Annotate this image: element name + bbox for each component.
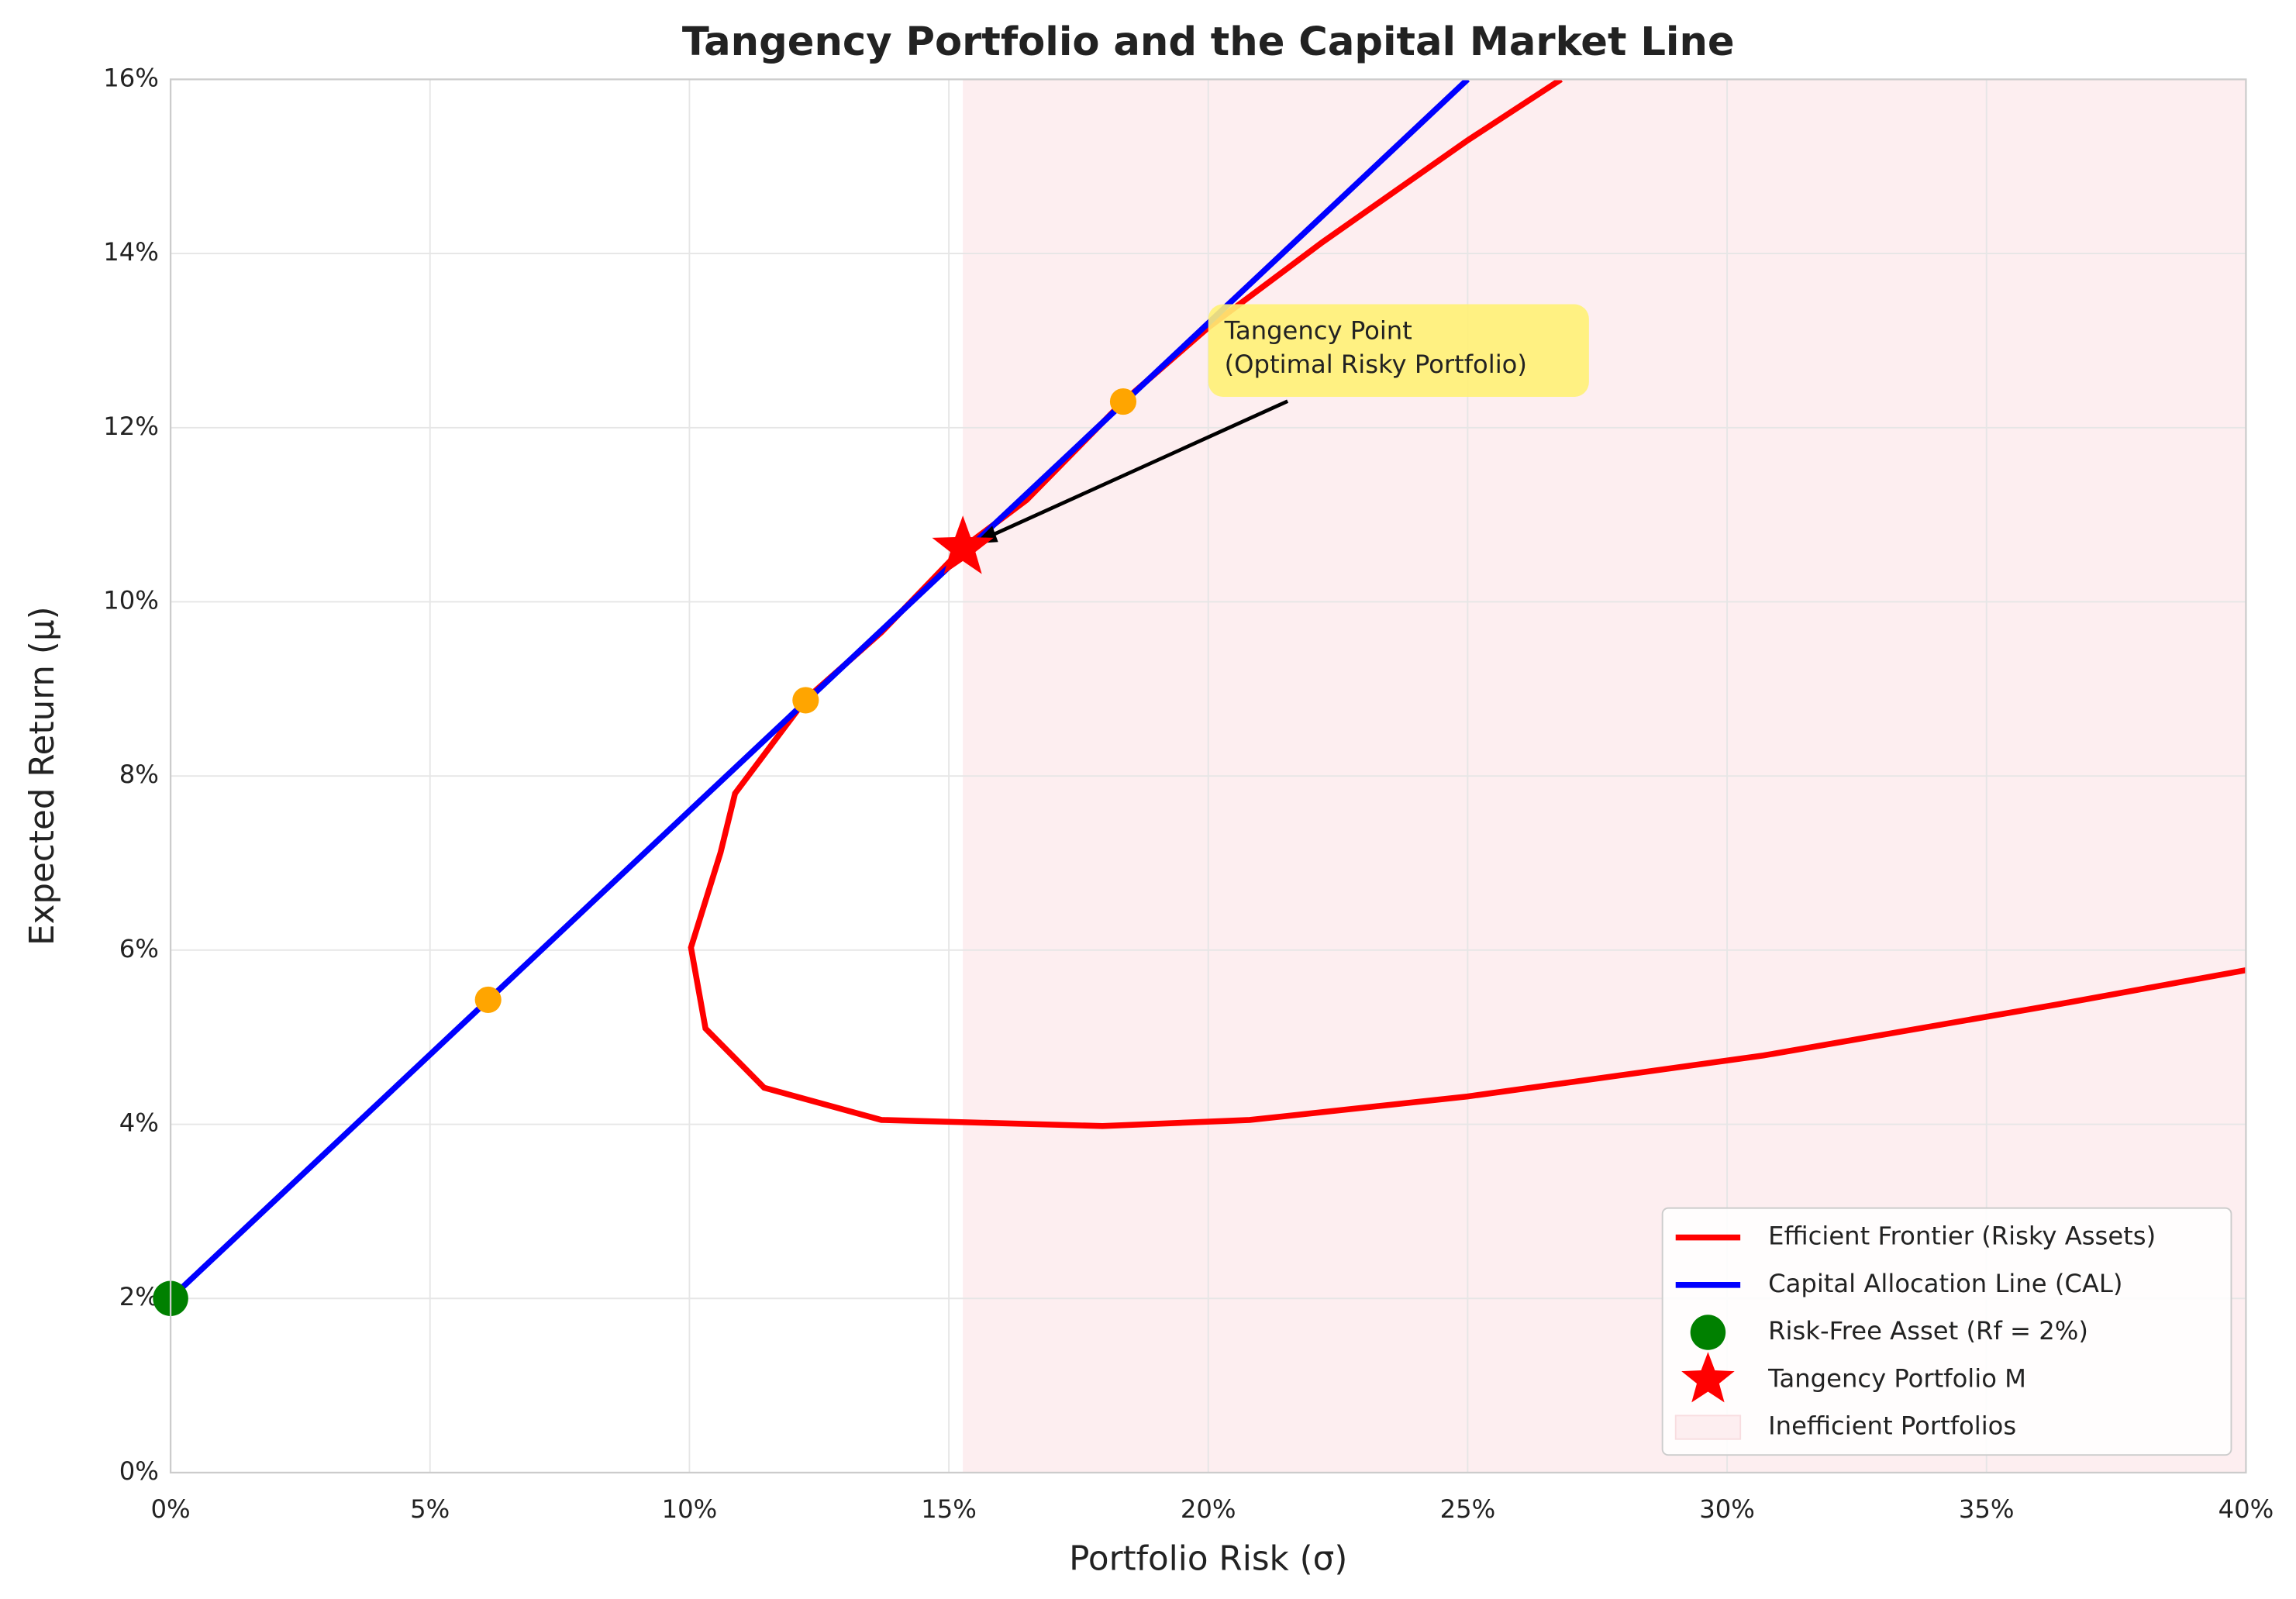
y-axis-label: Expected Return (μ) <box>23 606 62 946</box>
x-tick-label: 35% <box>1959 1494 2015 1524</box>
y-tick-label: 2% <box>119 1282 159 1311</box>
plot-frame <box>169 78 2247 1474</box>
y-tick-label: 14% <box>103 237 159 267</box>
y-tick-label: 12% <box>103 412 159 441</box>
y-tick-label: 6% <box>119 934 159 963</box>
x-tick-label: 25% <box>1440 1494 1496 1524</box>
x-tick-label: 20% <box>1181 1494 1236 1524</box>
annotation-arrow <box>982 399 1289 541</box>
y-tick-label: 0% <box>119 1456 159 1486</box>
annotation-box <box>1208 304 1589 397</box>
annotation-text: (Optimal Risky Portfolio) <box>1225 350 1527 379</box>
legend-swatch <box>1681 1352 1735 1403</box>
chart-title: Tangency Portfolio and the Capital Marke… <box>682 19 1735 65</box>
x-tick-label: 5% <box>410 1494 450 1524</box>
x-tick-label: 40% <box>2218 1494 2274 1524</box>
legend-box <box>1661 1207 2232 1456</box>
legend-label: Tangency Portfolio M <box>1767 1363 2026 1393</box>
annotation-text: Tangency Point <box>1224 316 1412 346</box>
legend-label: Capital Allocation Line (CAL) <box>1768 1269 2122 1298</box>
series-line <box>171 79 1470 1301</box>
x-axis-label: Portfolio Risk (σ) <box>1069 1540 1347 1579</box>
y-tick-label: 10% <box>103 585 159 615</box>
legend-label: Efficient Frontier (Risky Assets) <box>1768 1222 2156 1251</box>
legend-label: Risk-Free Asset (Rf = 2%) <box>1768 1316 2088 1346</box>
legend-swatch <box>1674 1415 1742 1440</box>
portfolio-point <box>474 986 502 1013</box>
x-tick-label: 10% <box>662 1494 718 1524</box>
portfolio-point <box>1109 388 1137 415</box>
legend-swatch <box>1690 1315 1726 1350</box>
x-tick-label: 0% <box>151 1494 191 1524</box>
y-tick-label: 8% <box>119 760 159 789</box>
portfolio-point <box>792 687 819 714</box>
y-tick-label: 16% <box>103 63 159 92</box>
x-tick-label: 30% <box>1699 1494 1755 1524</box>
tangency-star <box>932 515 994 574</box>
x-tick-label: 15% <box>921 1494 977 1524</box>
y-tick-label: 4% <box>119 1108 159 1138</box>
legend-label: Inefficient Portfolios <box>1768 1411 2016 1441</box>
